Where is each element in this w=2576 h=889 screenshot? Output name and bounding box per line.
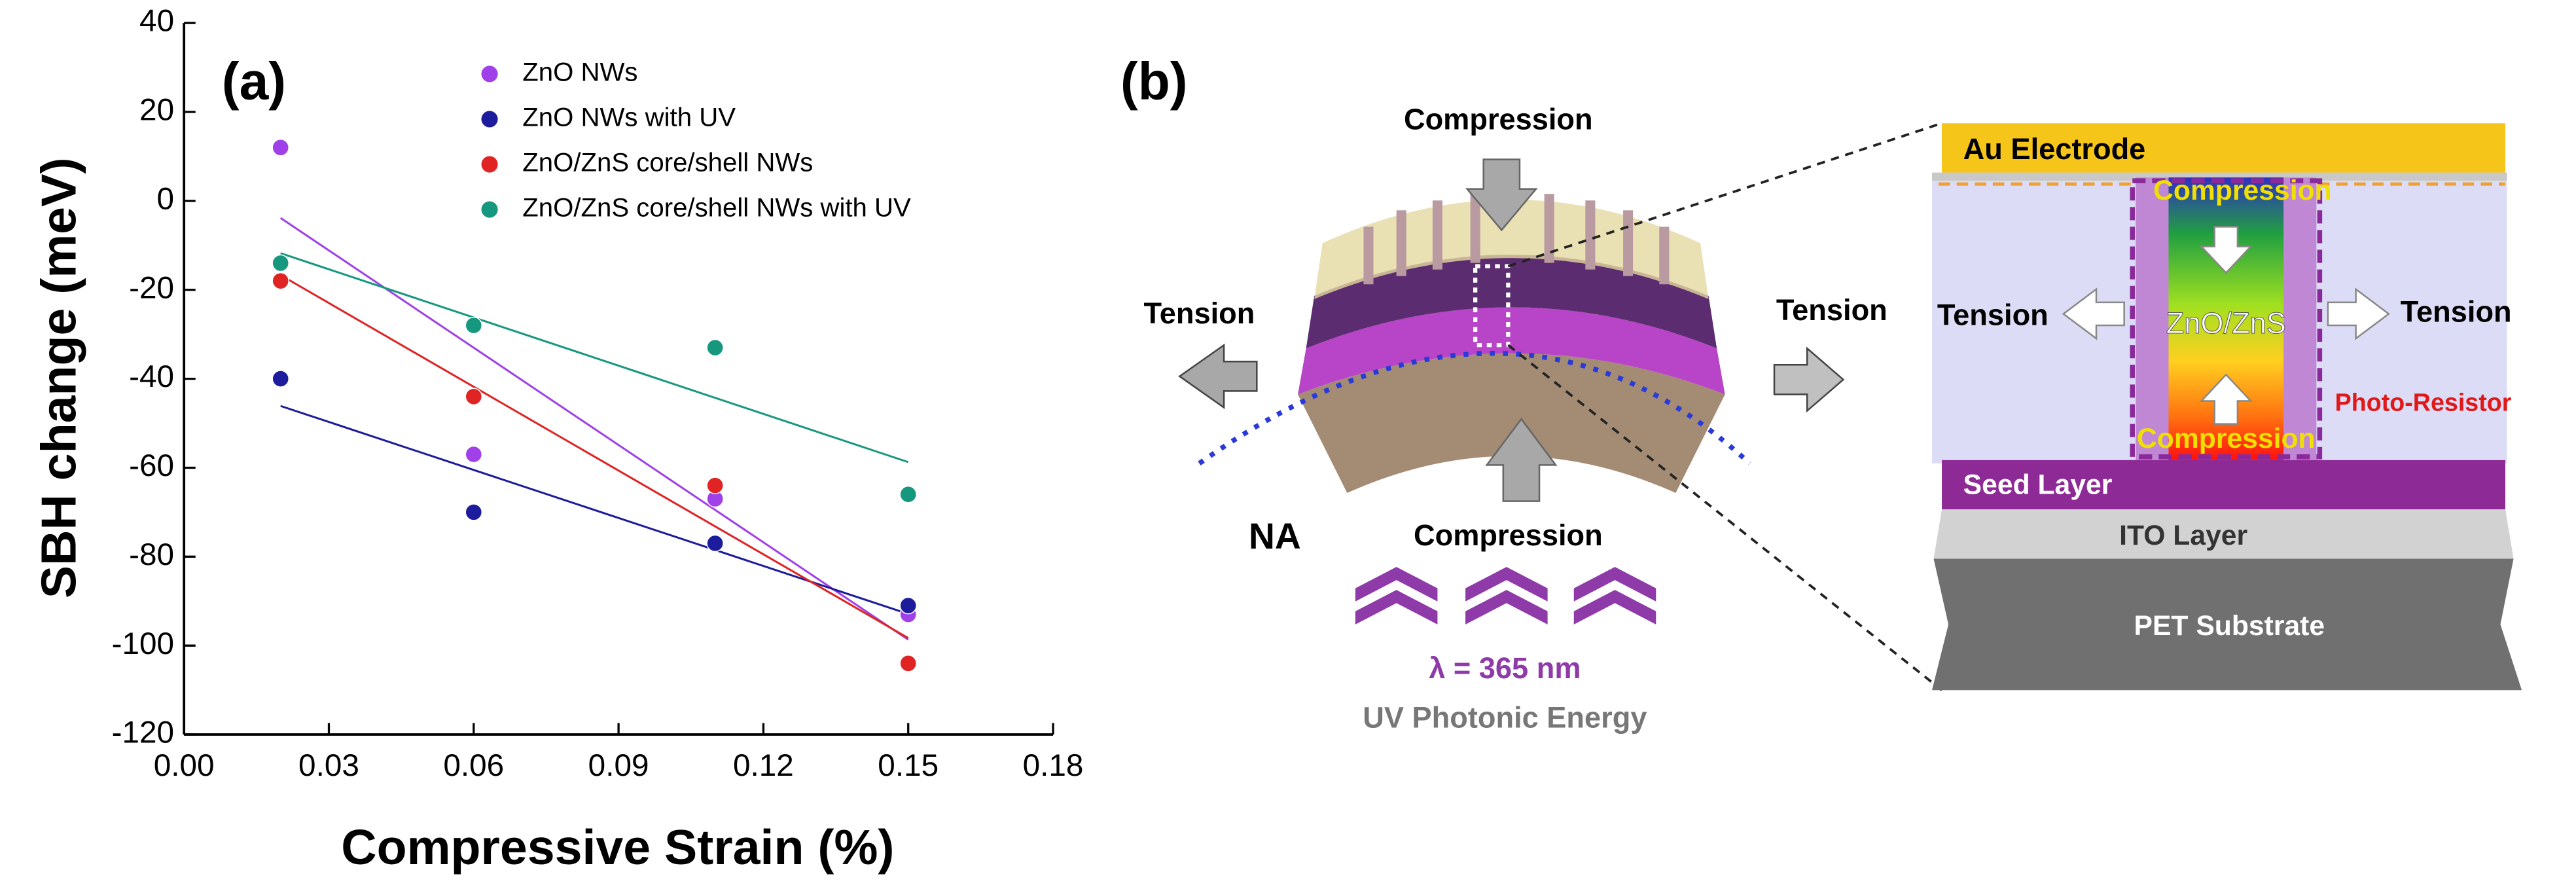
y-tick-label: -40 — [129, 359, 174, 394]
interface — [1931, 172, 2507, 181]
label: ZnO/ZnS — [2166, 306, 2286, 340]
legend-label: ZnO/ZnS core/shell NWs — [522, 148, 813, 177]
legend-marker — [481, 65, 498, 82]
label: Compression — [2137, 423, 2316, 454]
arrow — [1465, 158, 1538, 232]
nanowires — [1363, 194, 1670, 285]
nanowire-arc — [1306, 255, 1717, 349]
legend-marker — [481, 111, 498, 128]
label: Tension — [2401, 295, 2512, 328]
neutral-axis — [1198, 350, 1751, 465]
x-tick-label: 0.15 — [878, 748, 939, 783]
label: NA — [1249, 516, 1301, 556]
legend-label: ZnO NWs — [522, 58, 637, 87]
x-axis-label: Compressive Strain (%) — [341, 820, 894, 875]
point — [465, 388, 483, 406]
point — [706, 534, 724, 553]
label: Tension — [1937, 298, 2048, 331]
label: PET Substrate — [2134, 610, 2325, 642]
point — [272, 370, 290, 388]
legend-label: ZnO/ZnS core/shell NWs with UV — [522, 193, 911, 223]
seed-arc — [1298, 307, 1725, 395]
fit-line — [279, 274, 909, 640]
point — [899, 596, 918, 615]
label: Tension — [1144, 297, 1255, 330]
scatter-chart: (a) Compressive Strain (%) SBH change (m… — [31, 4, 1083, 875]
y-tick-label: -120 — [112, 716, 174, 750]
arrow — [2199, 226, 2253, 274]
seed-layer — [1942, 460, 2506, 510]
point — [465, 316, 483, 335]
label: Au Electrode — [1963, 132, 2146, 166]
arrow — [2199, 373, 2253, 425]
label: λ = 365 nm — [1429, 651, 1581, 685]
x-tick-label: 0.00 — [154, 748, 215, 783]
label: Compression — [2153, 175, 2332, 206]
legend-marker — [481, 201, 498, 218]
legend-label: ZnO NWs with UV — [522, 103, 736, 132]
label: Compression — [1414, 518, 1603, 552]
label: Photo-Resistor — [2335, 388, 2512, 416]
fit-line — [280, 252, 909, 463]
arrow — [1773, 346, 1845, 413]
panel-label: (a) — [222, 52, 286, 111]
x-tick-label: 0.12 — [733, 748, 794, 783]
point — [465, 445, 483, 463]
point — [899, 485, 918, 503]
y-tick-label: -60 — [129, 448, 174, 483]
label: Tension — [1776, 293, 1887, 327]
arrow — [2062, 287, 2125, 340]
resistor-box — [2130, 178, 2323, 460]
fit-line — [279, 217, 909, 641]
x-tick-label: 0.03 — [298, 748, 359, 783]
x-tick-label: 0.18 — [1023, 748, 1084, 783]
uv-chevrons — [1355, 567, 1656, 625]
point — [465, 503, 483, 521]
panel-label: (b) — [1120, 52, 1188, 111]
legend-marker — [481, 156, 498, 173]
y-tick-label: -80 — [129, 537, 174, 572]
point — [272, 139, 290, 156]
x-tick-label: 0.06 — [443, 748, 504, 783]
y-tick-label: -100 — [112, 626, 174, 661]
fit-line — [280, 405, 909, 615]
label: Seed Layer — [1963, 469, 2113, 500]
substrate-layer — [1931, 558, 2522, 691]
label: Compression — [1404, 103, 1593, 136]
y-tick-label: 40 — [139, 4, 174, 39]
electrode-layer — [1942, 123, 2506, 176]
point — [899, 655, 918, 672]
zoom-line — [1507, 344, 1943, 691]
substrate-arc — [1298, 353, 1725, 494]
ito-layer — [1933, 509, 2514, 559]
schematic-diagram: (b) Compression Tension Tension NA Compr… — [1120, 52, 2522, 734]
label: UV Photonic Energy — [1363, 700, 1647, 734]
point — [706, 477, 724, 494]
arrow — [1178, 343, 1258, 409]
point — [706, 338, 724, 357]
point — [272, 272, 290, 290]
y-axis-label: SBH change (meV) — [31, 158, 86, 599]
x-tick-label: 0.09 — [588, 748, 649, 783]
label: ITO Layer — [2119, 520, 2247, 551]
y-tick-label: 20 — [139, 93, 174, 128]
arrow — [1485, 418, 1558, 502]
shell-arc — [1314, 199, 1709, 299]
point — [272, 254, 290, 272]
y-tick-label: 0 — [157, 181, 175, 216]
zoom-line — [1507, 122, 1942, 268]
y-tick-label: -20 — [129, 270, 174, 305]
arrow — [2327, 287, 2390, 340]
